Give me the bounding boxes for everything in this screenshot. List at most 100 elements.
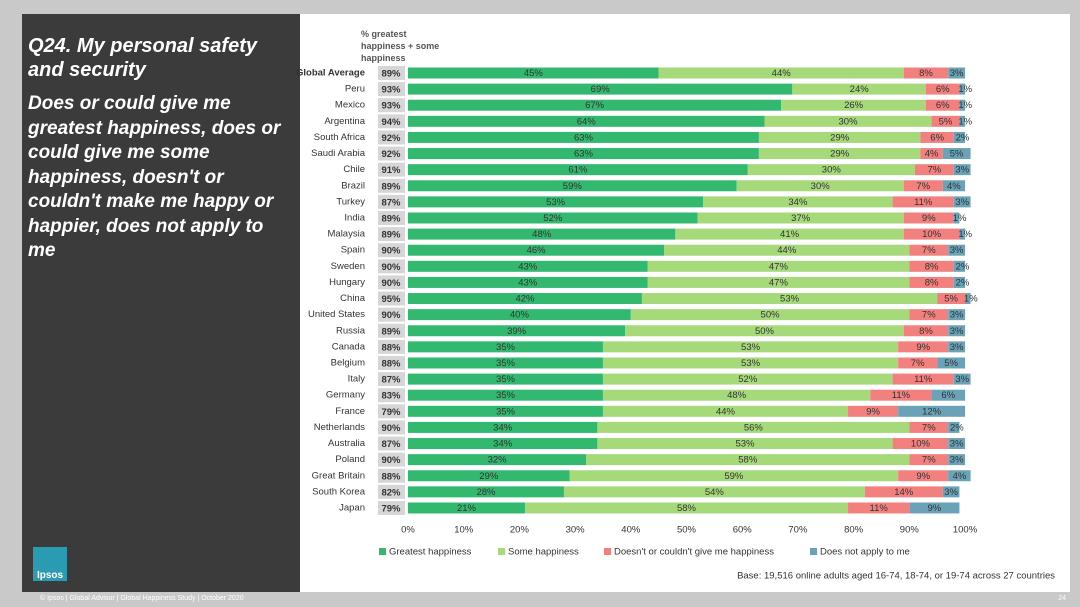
total-box (378, 98, 405, 113)
bar-segment (408, 244, 665, 256)
value-label: 1% (958, 116, 972, 127)
value-label: 7% (922, 310, 936, 321)
category-label: China (340, 293, 366, 304)
total-box (378, 307, 405, 322)
total-box (378, 339, 405, 354)
value-label: 26% (844, 100, 864, 111)
value-label: 35% (496, 390, 516, 401)
total-label: 90% (381, 262, 401, 273)
bar-segment (408, 325, 626, 337)
bar-segment (408, 405, 603, 417)
value-label: 3% (955, 197, 969, 208)
total-box (378, 130, 405, 145)
bar-segment (408, 164, 748, 176)
value-label: 59% (724, 471, 744, 482)
value-label: 7% (927, 165, 941, 176)
total-label: 89% (381, 214, 401, 225)
x-tick-label: 50% (677, 525, 697, 536)
bar-segment (909, 309, 949, 321)
value-label: 2% (956, 261, 970, 272)
bar-segment (408, 438, 598, 450)
value-label: 41% (780, 229, 800, 240)
total-box (378, 404, 405, 419)
bar-segment (898, 357, 938, 369)
bar-segment (909, 421, 949, 433)
value-label: 5% (939, 116, 953, 127)
value-label: 10% (911, 439, 931, 450)
value-label: 5% (944, 358, 958, 369)
value-label: 43% (518, 277, 538, 288)
bar-segment (959, 99, 965, 111)
bar-segment (870, 389, 932, 401)
bar-segment (931, 115, 960, 127)
bar-segment (602, 373, 893, 385)
bar-segment (953, 260, 965, 272)
value-label: 6% (930, 132, 944, 143)
value-label: 6% (941, 390, 955, 401)
bar-segment (664, 244, 910, 256)
value-label: 4% (925, 149, 939, 160)
total-label: 89% (381, 230, 401, 241)
total-box (378, 259, 405, 274)
value-label: 3% (950, 245, 964, 256)
value-label: 44% (716, 406, 736, 417)
category-label: Mexico (335, 100, 365, 111)
value-label: 9% (916, 342, 930, 353)
category-label: Peru (345, 84, 365, 95)
total-box (378, 323, 405, 338)
x-tick-label: 100% (953, 525, 978, 536)
bar-segment (959, 228, 965, 240)
bar-segment (920, 148, 943, 160)
value-label: 53% (735, 439, 755, 450)
bar-segment (953, 196, 971, 208)
value-label: 4% (953, 471, 967, 482)
total-box (378, 210, 405, 225)
value-label: 9% (927, 503, 941, 514)
x-tick-label: 70% (788, 525, 808, 536)
bar-segment (597, 421, 910, 433)
total-box (378, 114, 405, 129)
bar-segment (408, 115, 765, 127)
category-label: Great Britain (312, 470, 365, 481)
value-label: 58% (677, 503, 697, 514)
category-label: South Korea (312, 486, 366, 497)
x-tick-label: 10% (454, 525, 474, 536)
value-label: 58% (738, 455, 758, 466)
value-label: 34% (493, 439, 513, 450)
value-label: 46% (527, 245, 547, 256)
value-label: 3% (950, 68, 964, 79)
value-label: 11% (914, 374, 933, 385)
bar-segment (408, 83, 793, 95)
bar-segment (909, 502, 960, 514)
bar-segment (408, 148, 759, 160)
value-label: 3% (950, 455, 964, 466)
value-label: 1% (958, 100, 972, 111)
category-label: Canada (332, 341, 366, 352)
value-label: 35% (496, 406, 516, 417)
total-box (378, 436, 405, 451)
bar-segment (948, 341, 965, 353)
category-label: Spain (341, 245, 365, 256)
value-label: 53% (741, 342, 761, 353)
value-label: 1% (958, 229, 972, 240)
total-label: 90% (381, 278, 401, 289)
total-label: 88% (381, 342, 401, 353)
bar-segment (408, 309, 631, 321)
category-label: Russia (336, 325, 366, 336)
value-label: 63% (574, 132, 594, 143)
bar-segment (953, 276, 965, 288)
bar-segment (909, 244, 949, 256)
bar-segment (764, 115, 932, 127)
total-box (378, 82, 405, 97)
bar-segment (903, 67, 949, 79)
value-label: 14% (894, 487, 914, 498)
bar-segment (926, 83, 960, 95)
bar-segment (909, 454, 949, 466)
value-label: 40% (510, 310, 530, 321)
bar-segment (937, 293, 965, 305)
x-tick-label: 60% (733, 525, 753, 536)
bar-segment (736, 180, 904, 192)
category-label: United States (308, 309, 365, 320)
value-label: 11% (870, 503, 889, 514)
